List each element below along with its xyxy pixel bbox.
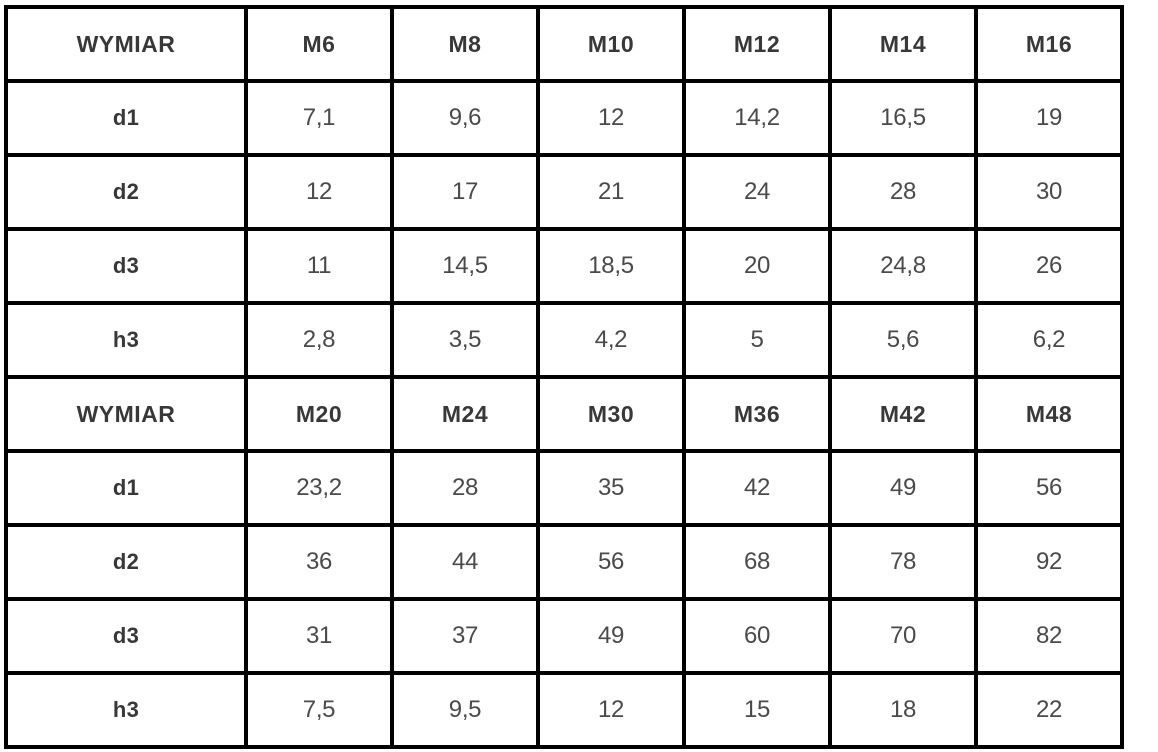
value-cell: 11 bbox=[246, 229, 392, 303]
value-cell: 30 bbox=[976, 155, 1122, 229]
header-size-cell: M16 bbox=[976, 7, 1122, 81]
header-size-cell: M14 bbox=[830, 7, 976, 81]
value-cell: 23,2 bbox=[246, 451, 392, 525]
row-label-cell: h3 bbox=[6, 673, 246, 747]
value-cell: 16,5 bbox=[830, 81, 976, 155]
value-cell: 35 bbox=[538, 451, 684, 525]
value-cell: 70 bbox=[830, 599, 976, 673]
row-label-cell: d1 bbox=[6, 81, 246, 155]
value-cell: 82 bbox=[976, 599, 1122, 673]
value-cell: 6,2 bbox=[976, 303, 1122, 377]
value-cell: 4,2 bbox=[538, 303, 684, 377]
row-label-cell: d2 bbox=[6, 525, 246, 599]
value-cell: 7,1 bbox=[246, 81, 392, 155]
value-cell: 21 bbox=[538, 155, 684, 229]
header-size-cell: M42 bbox=[830, 377, 976, 451]
table-row: d1 23,2 28 35 42 49 56 bbox=[6, 451, 1122, 525]
header-size-cell: M24 bbox=[392, 377, 538, 451]
value-cell: 24 bbox=[684, 155, 830, 229]
value-cell: 17 bbox=[392, 155, 538, 229]
value-cell: 68 bbox=[684, 525, 830, 599]
value-cell: 44 bbox=[392, 525, 538, 599]
value-cell: 28 bbox=[392, 451, 538, 525]
value-cell: 9,6 bbox=[392, 81, 538, 155]
value-cell: 18,5 bbox=[538, 229, 684, 303]
header-size-cell: M6 bbox=[246, 7, 392, 81]
header-row: WYMIAR M6 M8 M10 M12 M14 M16 bbox=[6, 7, 1122, 81]
value-cell: 26 bbox=[976, 229, 1122, 303]
header-size-cell: M20 bbox=[246, 377, 392, 451]
table-row: d3 11 14,5 18,5 20 24,8 26 bbox=[6, 229, 1122, 303]
value-cell: 20 bbox=[684, 229, 830, 303]
value-cell: 3,5 bbox=[392, 303, 538, 377]
header-size-cell: M30 bbox=[538, 377, 684, 451]
value-cell: 14,5 bbox=[392, 229, 538, 303]
row-label-cell: d1 bbox=[6, 451, 246, 525]
value-cell: 36 bbox=[246, 525, 392, 599]
value-cell: 78 bbox=[830, 525, 976, 599]
value-cell: 5 bbox=[684, 303, 830, 377]
header-row: WYMIAR M20 M24 M30 M36 M42 M48 bbox=[6, 377, 1122, 451]
value-cell: 18 bbox=[830, 673, 976, 747]
header-label-cell: WYMIAR bbox=[6, 7, 246, 81]
header-size-cell: M36 bbox=[684, 377, 830, 451]
dimensions-table-body: WYMIAR M6 M8 M10 M12 M14 M16 d1 7,1 9,6 12 14,2 16,5… bbox=[6, 7, 1122, 747]
value-cell: 31 bbox=[246, 599, 392, 673]
value-cell: 12 bbox=[538, 81, 684, 155]
value-cell: 7,5 bbox=[246, 673, 392, 747]
value-cell: 19 bbox=[976, 81, 1122, 155]
value-cell: 5,6 bbox=[830, 303, 976, 377]
header-size-cell: M8 bbox=[392, 7, 538, 81]
value-cell: 15 bbox=[684, 673, 830, 747]
table-row: h3 2,8 3,5 4,2 5 5,6 6,2 bbox=[6, 303, 1122, 377]
header-label-cell: WYMIAR bbox=[6, 377, 246, 451]
row-label-cell: h3 bbox=[6, 303, 246, 377]
value-cell: 24,8 bbox=[830, 229, 976, 303]
row-label-cell: d3 bbox=[6, 599, 246, 673]
header-size-cell: M48 bbox=[976, 377, 1122, 451]
header-size-cell: M10 bbox=[538, 7, 684, 81]
value-cell: 9,5 bbox=[392, 673, 538, 747]
value-cell: 56 bbox=[538, 525, 684, 599]
value-cell: 49 bbox=[538, 599, 684, 673]
table-row: d1 7,1 9,6 12 14,2 16,5 19 bbox=[6, 81, 1122, 155]
table-row: d2 12 17 21 24 28 30 bbox=[6, 155, 1122, 229]
table-row: d3 31 37 49 60 70 82 bbox=[6, 599, 1122, 673]
header-size-cell: M12 bbox=[684, 7, 830, 81]
dimensions-table: WYMIAR M6 M8 M10 M12 M14 M16 d1 7,1 9,6 12 14,2 16,5… bbox=[4, 5, 1124, 749]
value-cell: 49 bbox=[830, 451, 976, 525]
value-cell: 60 bbox=[684, 599, 830, 673]
value-cell: 2,8 bbox=[246, 303, 392, 377]
value-cell: 42 bbox=[684, 451, 830, 525]
table-row: h3 7,5 9,5 12 15 18 22 bbox=[6, 673, 1122, 747]
row-label-cell: d2 bbox=[6, 155, 246, 229]
value-cell: 14,2 bbox=[684, 81, 830, 155]
value-cell: 37 bbox=[392, 599, 538, 673]
value-cell: 22 bbox=[976, 673, 1122, 747]
value-cell: 56 bbox=[976, 451, 1122, 525]
value-cell: 92 bbox=[976, 525, 1122, 599]
value-cell: 12 bbox=[246, 155, 392, 229]
table-row: d2 36 44 56 68 78 92 bbox=[6, 525, 1122, 599]
value-cell: 28 bbox=[830, 155, 976, 229]
row-label-cell: d3 bbox=[6, 229, 246, 303]
value-cell: 12 bbox=[538, 673, 684, 747]
